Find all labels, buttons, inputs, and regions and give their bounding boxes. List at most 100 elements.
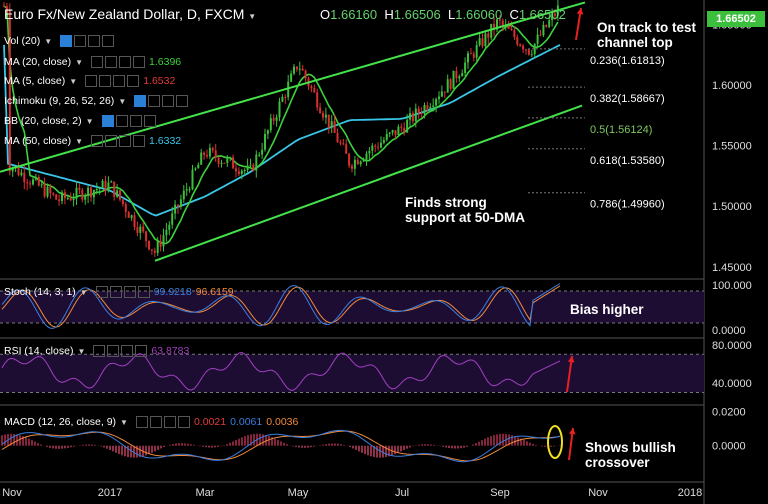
add-icon[interactable] [119,56,132,68]
chevron-down-icon[interactable]: ▼ [44,36,53,46]
stoch-band [0,291,704,323]
eye-icon[interactable] [85,75,98,87]
chevron-down-icon[interactable]: ▼ [248,12,257,21]
indicator-row-stoch[interactable]: Stoch (14, 3, 1) ▼ 99.9218 96.6159 [4,286,234,298]
add-icon[interactable] [162,95,175,107]
close-icon[interactable] [143,115,156,127]
candle-body [20,172,23,176]
candle-body [185,189,188,191]
close-icon[interactable] [137,286,150,298]
add-icon[interactable] [129,115,142,127]
candle-body [406,119,409,133]
candle-body [487,33,490,38]
eye-icon[interactable] [93,345,106,357]
eye-icon[interactable] [60,35,73,47]
candle-body [81,190,84,200]
close-icon[interactable] [102,35,115,47]
candle-body [304,70,307,79]
candle-body [101,180,104,188]
indicator-row-bb[interactable]: BB (20, close, 2) ▼ [4,115,156,127]
candle-body [339,142,342,144]
indicator-row-vol[interactable]: Vol (20) ▼ [4,35,115,47]
close-icon[interactable] [177,416,190,428]
candle-body [429,106,432,110]
candle-body [72,198,75,201]
time-axis: Nov 2017 Mar May Jul Sep Nov 2018 [2,487,702,499]
symbol-label: Euro Fx/New Zealand Dollar, D, FXCM [4,6,245,22]
gear-icon[interactable] [115,115,128,127]
gear-icon[interactable] [109,286,122,298]
gear-icon[interactable] [149,416,162,428]
candle-body [208,147,211,157]
candle-body [353,159,356,169]
chevron-down-icon[interactable]: ▼ [75,57,84,67]
panel-dividers [0,0,705,504]
gear-icon[interactable] [105,56,118,68]
indicator-row-ma50[interactable]: MA (50, close) ▼ 1.6332 [4,135,181,147]
candle-body [368,150,371,154]
chevron-down-icon[interactable]: ▼ [77,346,86,356]
eye-icon[interactable] [95,286,108,298]
candle-body [519,44,522,46]
candle-body [490,23,493,38]
eye-icon[interactable] [135,416,148,428]
close-icon[interactable] [127,75,140,87]
chevron-down-icon[interactable]: ▼ [120,417,128,427]
chevron-down-icon[interactable]: ▼ [79,287,88,297]
close-icon[interactable] [133,56,146,68]
chevron-down-icon[interactable]: ▼ [118,96,127,106]
chevron-down-icon[interactable]: ▼ [75,136,84,146]
candle-body [217,157,220,164]
candle-body [142,226,145,232]
annotation-channel-top: On track to test channel top [597,20,696,50]
indicator-label: MA (20, close) [4,56,72,68]
candle-body [200,152,203,165]
gear-icon[interactable] [105,135,118,147]
close-icon[interactable] [133,135,146,147]
macd-tick-label: 0.0200 [712,406,746,418]
candle-body [37,176,40,186]
ohlc-readout: O1.66160 H1.66506 L1.66060 C1.66502 [320,7,566,22]
indicator-row-macd[interactable]: MACD (12, 26, close, 9) ▼ 0.0021 0.0061 … [4,416,298,428]
candle-body [69,197,72,201]
close-icon[interactable] [135,345,148,357]
add-icon[interactable] [119,135,132,147]
candle-body [3,6,5,8]
candle-body [533,43,536,55]
add-icon[interactable] [121,345,134,357]
candle-body [438,96,440,100]
add-icon[interactable] [88,35,101,47]
candle-body [539,34,542,36]
gear-icon[interactable] [148,95,161,107]
candle-body [92,190,95,198]
add-icon[interactable] [163,416,176,428]
gear-icon[interactable] [74,35,87,47]
eye-icon[interactable] [134,95,147,107]
chevron-down-icon[interactable]: ▼ [85,116,94,126]
candle-body [298,68,301,70]
eye-icon[interactable] [91,135,104,147]
candle-body [223,162,226,164]
candle-body [162,235,165,247]
indicator-row-rsi[interactable]: RSI (14, close) ▼ 63.8783 [4,345,189,357]
indicator-row-ma5[interactable]: MA (5, close) ▼ 1.6532 [4,75,175,87]
chevron-down-icon[interactable]: ▼ [69,76,78,86]
symbol-title[interactable]: Euro Fx/New Zealand Dollar, D, FXCM ▼ [4,6,256,22]
candle-body [458,76,461,79]
gear-icon[interactable] [99,75,112,87]
indicator-row-ichimoku[interactable]: Ichimoku (9, 26, 52, 26) ▼ [4,95,189,107]
eye-icon[interactable] [91,56,104,68]
candle-body [501,20,504,26]
candle-body [269,118,272,131]
add-icon[interactable] [113,75,126,87]
indicator-row-ma20[interactable]: MA (20, close) ▼ 1.6396 [4,56,181,68]
close-icon[interactable] [176,95,189,107]
candle-body [409,113,411,120]
add-icon[interactable] [123,286,136,298]
eye-icon[interactable] [101,115,114,127]
stoch-k-value: 99.9218 [153,286,192,298]
candle-body [432,105,435,107]
gear-icon[interactable] [107,345,120,357]
candle-body [104,180,107,191]
arrow-up-icon-head [567,356,575,363]
